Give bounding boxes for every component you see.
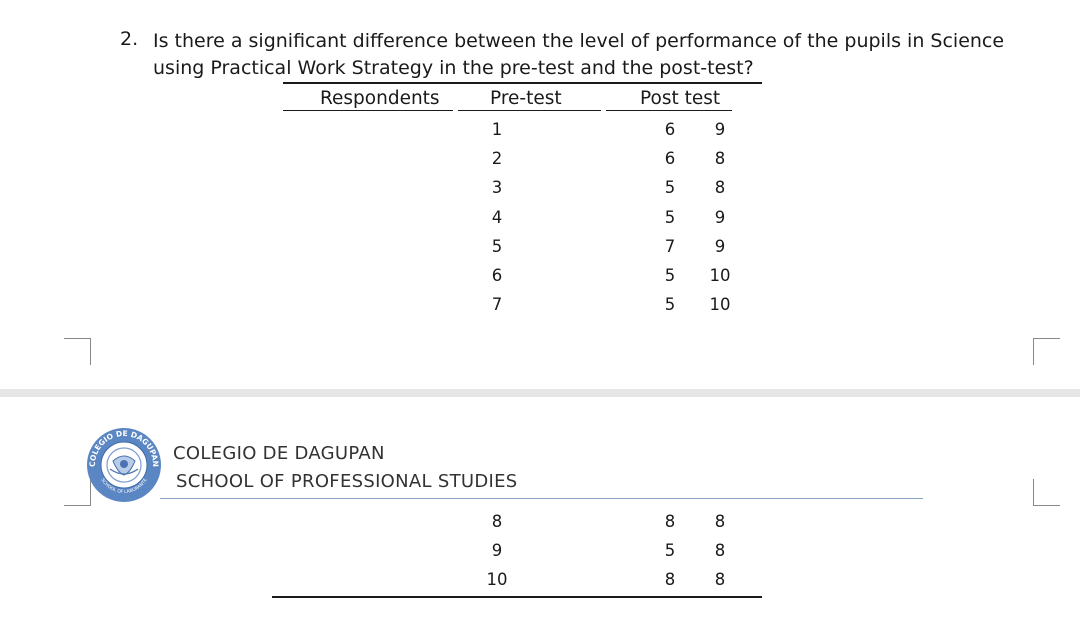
crop-mark-top-right: [1033, 479, 1060, 506]
colegio-de-dagupan-logo: COLEGIO DE DAGUPAN SCHOOL OF LABORANTE: [87, 428, 161, 502]
header-underline-respondents: [283, 110, 453, 111]
header-underline-posttest: [606, 110, 732, 111]
cell-respondent: 2: [491, 149, 503, 169]
question-line-2: using Practical Work Strategy in the pre…: [153, 57, 754, 79]
page-top: [0, 0, 1080, 389]
header-rule: [160, 498, 923, 499]
header-respondents: Respondents: [320, 88, 440, 109]
cell-posttest: 8: [714, 570, 726, 589]
cell-posttest: 8: [714, 149, 726, 169]
page-gap: [0, 389, 1080, 397]
cell-posttest: 8: [714, 541, 726, 560]
school-name: COLEGIO DE DAGUPAN: [173, 443, 385, 464]
table-bottom-rule: [272, 596, 762, 598]
cell-respondent: 7: [491, 295, 503, 315]
cell-pretest: 5: [664, 541, 676, 560]
cell-posttest: 9: [714, 236, 726, 256]
cell-pretest: 7: [664, 236, 676, 256]
cell-pretest: 5: [664, 295, 676, 315]
header-underline-pretest: [458, 110, 601, 111]
cell-posttest: 10: [709, 295, 731, 315]
header-posttest: Post test: [640, 88, 721, 109]
cell-pretest: 8: [664, 570, 676, 589]
cell-posttest: 9: [714, 207, 726, 227]
cell-pretest: 5: [664, 207, 676, 227]
cell-respondent: 6: [491, 266, 503, 285]
cell-respondent: 10: [486, 570, 508, 589]
cell-respondent: 3: [491, 178, 503, 198]
crop-mark-bottom-left: [64, 338, 91, 365]
question-text: Is there a significant difference betwee…: [153, 28, 1033, 82]
cell-pretest: 8: [664, 512, 676, 531]
cell-pretest: 6: [664, 149, 676, 169]
cell-posttest: 10: [709, 266, 731, 285]
cell-posttest: 8: [714, 512, 726, 531]
table-top-rule: [283, 82, 762, 84]
cell-pretest: 5: [664, 178, 676, 198]
cell-posttest: 8: [714, 178, 726, 198]
cell-respondent: 5: [491, 236, 503, 256]
cell-respondent: 1: [491, 120, 503, 139]
page-bottom: [0, 397, 1080, 639]
crop-mark-bottom-right: [1033, 338, 1060, 365]
cell-pretest: 6: [664, 120, 676, 139]
cell-respondent: 4: [491, 207, 503, 227]
crop-mark-top-left: [64, 479, 91, 506]
header-pretest: Pre-test: [490, 88, 562, 109]
cell-respondent: 9: [491, 541, 503, 560]
cell-pretest: 5: [664, 266, 676, 285]
cell-posttest: 9: [714, 120, 726, 139]
question-line-1: Is there a significant difference betwee…: [153, 30, 1005, 52]
school-department: SCHOOL OF PROFESSIONAL STUDIES: [176, 471, 518, 492]
cell-respondent: 8: [491, 512, 503, 531]
question-number: 2.: [120, 28, 139, 50]
